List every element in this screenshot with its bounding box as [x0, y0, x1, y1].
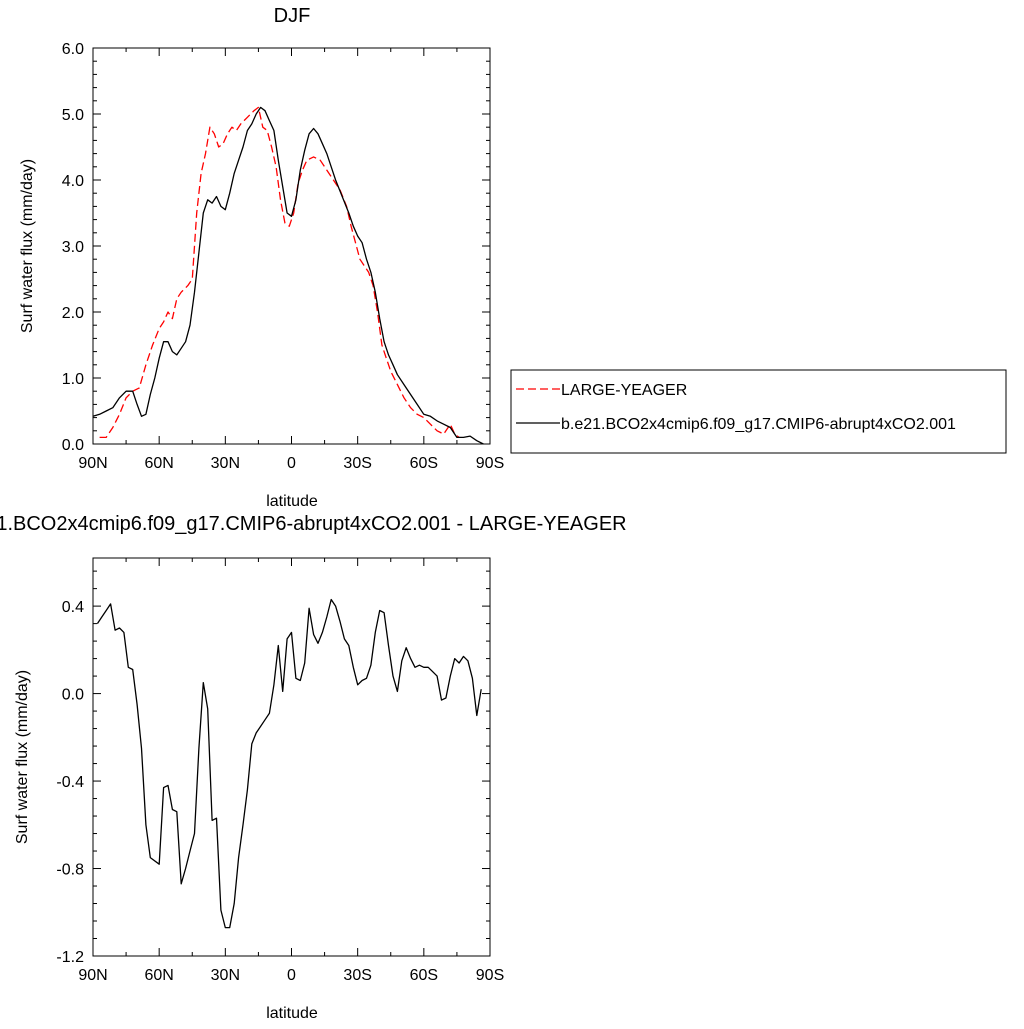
- top-chart-djf: DJF 90N 60N 30N 0 30S 60S 90S 0.0 1.0 2.0 3.0 4.0 5.…: [19, 5, 1007, 510]
- bottom-x-tick-label: 30N: [211, 967, 240, 984]
- bottom-chart-series: [96, 598, 482, 929]
- top-x-tick-label: 90S: [476, 455, 504, 472]
- top-y-tick-label: 2.0: [62, 305, 84, 322]
- bottom-series-line-0: [96, 598, 482, 929]
- top-x-tick-label: 0: [287, 455, 296, 472]
- top-chart-title: DJF: [274, 5, 311, 27]
- top-chart-x-axis-label: latitude: [266, 493, 318, 510]
- bottom-y-tick-label: 0.4: [62, 599, 84, 616]
- bottom-x-tick-label: 90S: [476, 967, 504, 984]
- legend-label-abrupt4xco2: b.e21.BCO2x4cmip6.f09_g17.CMIP6-abrupt4x…: [561, 416, 956, 433]
- bottom-chart-title: b.e21.BCO2x4cmip6.f09_g17.CMIP6-abrupt4x…: [0, 513, 627, 535]
- bottom-x-tick-label: 0: [287, 967, 296, 984]
- bottom-chart-difference: b.e21.BCO2x4cmip6.f09_g17.CMIP6-abrupt4x…: [0, 513, 627, 1022]
- top-x-tick-label: 60N: [144, 455, 173, 472]
- top-y-tick-label: 4.0: [62, 173, 84, 190]
- top-x-tick-label: 30N: [211, 455, 240, 472]
- top-chart-y-axis-label: Surf water flux (mm/day): [19, 159, 36, 333]
- bottom-chart-y-axis-label: Surf water flux (mm/day): [14, 670, 31, 844]
- bottom-chart-x-axis-label: latitude: [266, 1005, 318, 1022]
- top-x-tick-label: 30S: [343, 455, 371, 472]
- top-chart-series: [92, 106, 484, 445]
- top-y-tick-label: 0.0: [62, 437, 84, 454]
- bottom-y-tick-label: -1.2: [56, 949, 84, 966]
- bottom-y-tick-label: -0.4: [56, 774, 84, 791]
- top-y-tick-label: 1.0: [62, 371, 84, 388]
- bottom-x-tick-label: 90N: [78, 967, 107, 984]
- top-y-tick-label: 6.0: [62, 41, 84, 58]
- top-y-tick-label: 3.0: [62, 239, 84, 256]
- legend-label-large-yeager: LARGE-YEAGER: [561, 382, 687, 399]
- bottom-y-tick-label: -0.8: [56, 862, 84, 879]
- legend-box: [510, 369, 1007, 454]
- bottom-chart-frame: [92, 557, 491, 957]
- bottom-x-tick-label: 30S: [343, 967, 371, 984]
- top-chart-legend: LARGE-YEAGER b.e21.BCO2x4cmip6.f09_g17.C…: [510, 369, 1007, 454]
- top-y-tick-label: 5.0: [62, 107, 84, 124]
- top-chart-ticks: 90N 60N 30N 0 30S 60S 90S 0.0 1.0 2.0 3.0 4.0 5.0 6.0: [62, 41, 504, 472]
- top-x-tick-label: 60S: [410, 455, 438, 472]
- bottom-x-tick-label: 60S: [410, 967, 438, 984]
- top-series-line-1: [92, 106, 484, 445]
- top-series-line-0: [99, 106, 460, 439]
- bottom-y-tick-label: 0.0: [62, 687, 84, 704]
- bottom-chart-ticks: 90N 60N 30N 0 30S 60S 90S -1.2 -0.8 -0.4 0.0 0.4: [56, 558, 504, 984]
- top-x-tick-label: 90N: [78, 455, 107, 472]
- bottom-x-tick-label: 60N: [144, 967, 173, 984]
